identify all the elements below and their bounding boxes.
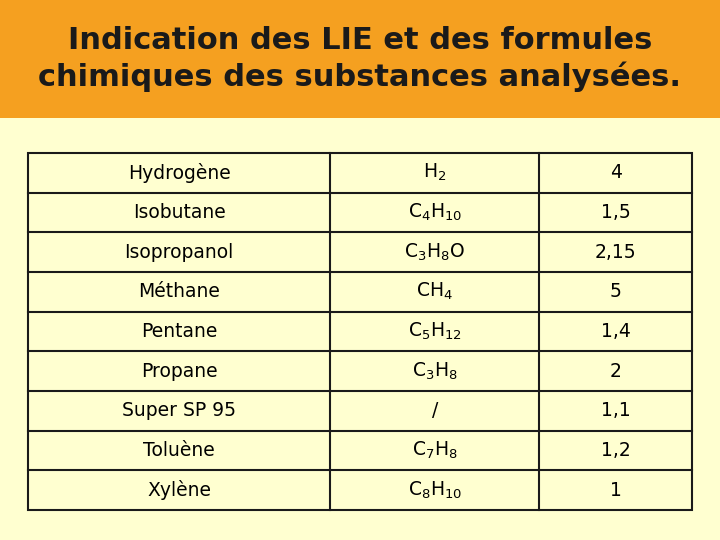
Text: Méthane: Méthane bbox=[138, 282, 220, 301]
Text: Indication des LIE et des formules
chimiques des substances analysées.: Indication des LIE et des formules chimi… bbox=[38, 26, 682, 92]
Text: C$_4$H$_{10}$: C$_4$H$_{10}$ bbox=[408, 202, 462, 223]
Bar bbox=[28, 153, 692, 510]
Text: Super SP 95: Super SP 95 bbox=[122, 401, 236, 420]
Text: 2,15: 2,15 bbox=[595, 242, 636, 262]
Text: Toluène: Toluène bbox=[143, 441, 215, 460]
Text: 1,5: 1,5 bbox=[600, 203, 631, 222]
Text: 2: 2 bbox=[610, 362, 621, 381]
Text: 4: 4 bbox=[610, 163, 621, 183]
Text: 5: 5 bbox=[610, 282, 621, 301]
Text: C$_8$H$_{10}$: C$_8$H$_{10}$ bbox=[408, 480, 462, 501]
Text: H$_2$: H$_2$ bbox=[423, 162, 446, 184]
Bar bbox=[0, 0, 720, 118]
Text: CH$_4$: CH$_4$ bbox=[416, 281, 453, 302]
Text: Isopropanol: Isopropanol bbox=[125, 242, 234, 262]
Text: Pentane: Pentane bbox=[141, 322, 217, 341]
Text: Xylène: Xylène bbox=[147, 480, 211, 500]
Text: C$_5$H$_{12}$: C$_5$H$_{12}$ bbox=[408, 321, 462, 342]
Text: 1,4: 1,4 bbox=[600, 322, 631, 341]
Text: Isobutane: Isobutane bbox=[132, 203, 225, 222]
Text: C$_3$H$_8$O: C$_3$H$_8$O bbox=[404, 241, 465, 263]
Text: C$_3$H$_8$: C$_3$H$_8$ bbox=[412, 361, 458, 382]
Text: 1,2: 1,2 bbox=[600, 441, 631, 460]
Text: 1: 1 bbox=[610, 481, 621, 500]
Text: Hydrogène: Hydrogène bbox=[127, 163, 230, 183]
Text: 1,1: 1,1 bbox=[600, 401, 631, 420]
Text: Propane: Propane bbox=[140, 362, 217, 381]
Text: C$_7$H$_8$: C$_7$H$_8$ bbox=[412, 440, 458, 461]
Text: /: / bbox=[431, 401, 438, 420]
